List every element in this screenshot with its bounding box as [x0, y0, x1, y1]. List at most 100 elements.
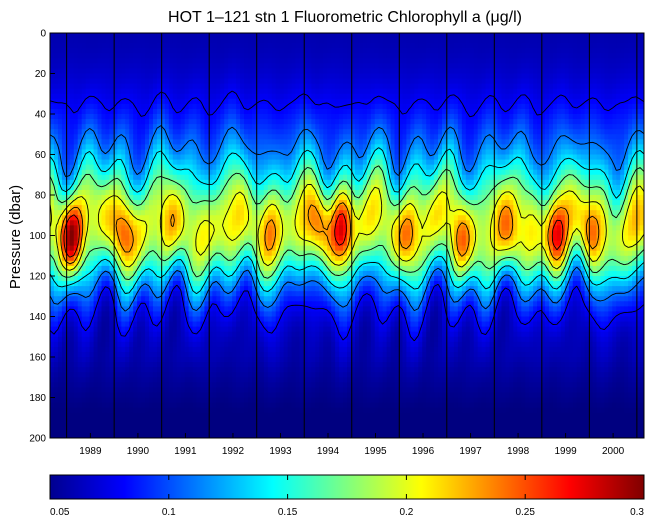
heatmap-cell [517, 114, 522, 120]
heatmap-cell [505, 83, 510, 90]
heatmap-cell [370, 88, 376, 95]
heatmap-cell [156, 48, 162, 54]
heatmap-cell [604, 164, 609, 171]
heatmap-cell [497, 38, 503, 44]
heatmap-cell [129, 184, 134, 191]
heatmap-cell [283, 68, 289, 75]
heatmap-cell [61, 159, 67, 166]
heatmap-cell [426, 129, 431, 135]
heatmap-cell [525, 108, 530, 115]
heatmap-cell [232, 78, 237, 85]
heatmap-cell [109, 179, 114, 186]
heatmap-cell [287, 53, 293, 59]
heatmap-cell [358, 129, 364, 135]
heatmap-cell [545, 33, 550, 39]
heatmap-cell [236, 169, 241, 176]
heatmap-cell [612, 129, 617, 135]
heatmap-cell [525, 43, 530, 49]
heatmap-cell [53, 119, 59, 125]
heatmap-cell [141, 149, 146, 156]
heatmap-cell [228, 159, 233, 166]
heatmap-cell [548, 43, 554, 49]
heatmap-cell [133, 149, 138, 156]
heatmap-cell [327, 119, 332, 125]
heatmap-cell [453, 53, 459, 59]
heatmap-cell [283, 134, 289, 140]
heatmap-cell [137, 63, 142, 70]
heatmap-cell [216, 98, 221, 105]
heatmap-cell [69, 63, 75, 70]
heatmap-cell [489, 159, 495, 166]
heatmap-cell [382, 114, 388, 120]
heatmap-cell [406, 189, 411, 196]
heatmap-cell [259, 139, 265, 145]
heatmap-cell [366, 73, 372, 80]
heatmap-cell [406, 174, 411, 181]
heatmap-cell [73, 73, 79, 80]
heatmap-cell [105, 68, 110, 75]
heatmap-cell [390, 149, 396, 156]
heatmap-cell [497, 184, 503, 191]
heatmap-cell [390, 103, 396, 110]
heatmap-cell [382, 98, 388, 105]
heatmap-cell [335, 78, 340, 85]
heatmap-cell [592, 93, 598, 100]
heatmap-cell [442, 174, 447, 181]
heatmap-cell [481, 139, 487, 145]
heatmap-cell [632, 33, 637, 39]
heatmap-cell [61, 184, 67, 191]
heatmap-cell [485, 53, 491, 59]
heatmap-cell [640, 63, 644, 70]
heatmap-cell [402, 154, 407, 161]
heatmap-cell [188, 129, 194, 135]
heatmap-cell [255, 129, 261, 135]
heatmap-cell [636, 179, 641, 186]
heatmap-cell [311, 68, 316, 75]
heatmap-cell [354, 184, 360, 191]
heatmap-cell [188, 139, 194, 145]
heatmap-cell [145, 43, 150, 49]
heatmap-cell [323, 53, 328, 59]
heatmap-cell [509, 93, 514, 100]
heatmap-cell [378, 149, 384, 156]
heatmap-cell [61, 103, 67, 110]
heatmap-cell [576, 73, 582, 80]
heatmap-cell [572, 88, 578, 95]
heatmap-cell [529, 164, 534, 171]
heatmap-cell [184, 174, 190, 181]
heatmap-cell [529, 73, 534, 80]
heatmap-cell [160, 103, 166, 110]
heatmap-cell [552, 48, 558, 54]
heatmap-cell [335, 98, 340, 105]
heatmap-cell [240, 73, 245, 80]
heatmap-cell [267, 78, 273, 85]
heatmap-cell [525, 179, 530, 186]
heatmap-cell [449, 83, 455, 90]
heatmap-cell [303, 114, 308, 120]
heatmap-cell [89, 129, 95, 135]
heatmap-cell [394, 134, 400, 140]
heatmap-cell [422, 184, 427, 191]
heatmap-cell [465, 134, 471, 140]
heatmap-cell [640, 53, 644, 59]
heatmap-cell [493, 179, 499, 186]
heatmap-cell [160, 73, 166, 80]
heatmap-cell [600, 53, 605, 59]
heatmap-cell [493, 174, 499, 181]
heatmap-cell [600, 98, 605, 105]
heatmap-cell [426, 184, 431, 191]
heatmap-cell [339, 129, 344, 135]
heatmap-cell [204, 139, 209, 145]
heatmap-cell [208, 164, 213, 171]
heatmap-cell [259, 124, 265, 130]
heatmap-cell [149, 119, 154, 125]
heatmap-cell [204, 179, 209, 186]
heatmap-cell [117, 134, 122, 140]
heatmap-cell [370, 139, 376, 145]
heatmap-cell [374, 174, 380, 181]
heatmap-cell [402, 43, 407, 49]
heatmap-cell [529, 184, 534, 191]
heatmap-cell [145, 149, 150, 156]
heatmap-cell [469, 174, 475, 181]
heatmap-cell [77, 98, 83, 105]
